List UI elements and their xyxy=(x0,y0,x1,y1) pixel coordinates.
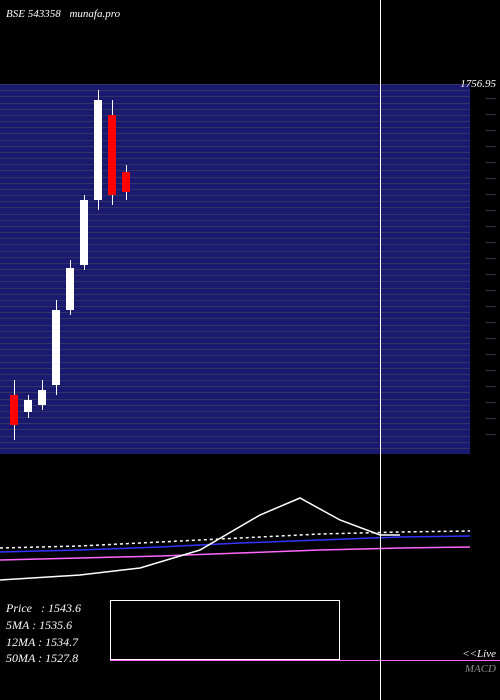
info-box: Price : 1543.6 5MA : 1535.6 12MA : 1534.… xyxy=(6,600,81,667)
info-12ma-row: 12MA : 1534.7 xyxy=(6,634,81,651)
info-price-label: Price xyxy=(6,601,32,615)
info-5ma-row: 5MA : 1535.6 xyxy=(6,617,81,634)
site-label: munafa.pro xyxy=(69,8,120,20)
info-12ma-value: 1534.7 xyxy=(45,635,78,649)
live-label: <<Live xyxy=(462,648,496,660)
ma-line-50ma xyxy=(0,547,470,560)
info-price-row: Price : 1543.6 xyxy=(6,600,81,617)
info-12ma-label: 12MA xyxy=(6,635,35,649)
info-50ma-label: 50MA xyxy=(6,651,35,665)
info-50ma-value: 1527.8 xyxy=(45,651,78,665)
ticker-label: BSE 543358 xyxy=(6,8,61,20)
ma-line-5ma xyxy=(0,531,470,548)
info-5ma-label: 5MA xyxy=(6,618,29,632)
info-50ma-row: 50MA : 1527.8 xyxy=(6,650,81,667)
info-price-value: 1543.6 xyxy=(48,601,81,615)
macd-label: MACD xyxy=(465,663,496,675)
info-5ma-value: 1535.6 xyxy=(39,618,72,632)
chart-header: BSE 543358 munafa.pro xyxy=(6,8,120,20)
ma-lines-svg xyxy=(0,0,500,700)
macd-box xyxy=(110,600,340,660)
price-top-label: 1756.95 xyxy=(460,78,496,90)
cursor-vline xyxy=(380,0,381,700)
